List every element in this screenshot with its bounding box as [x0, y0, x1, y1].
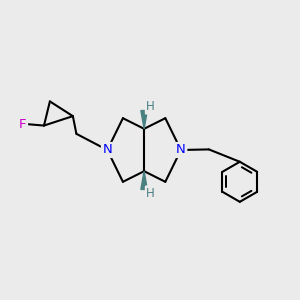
- Text: F: F: [19, 118, 27, 130]
- Polygon shape: [141, 171, 147, 190]
- Text: N: N: [102, 143, 112, 157]
- Text: H: H: [146, 187, 155, 200]
- Text: N: N: [176, 143, 186, 157]
- Polygon shape: [141, 110, 147, 129]
- Text: H: H: [146, 100, 155, 113]
